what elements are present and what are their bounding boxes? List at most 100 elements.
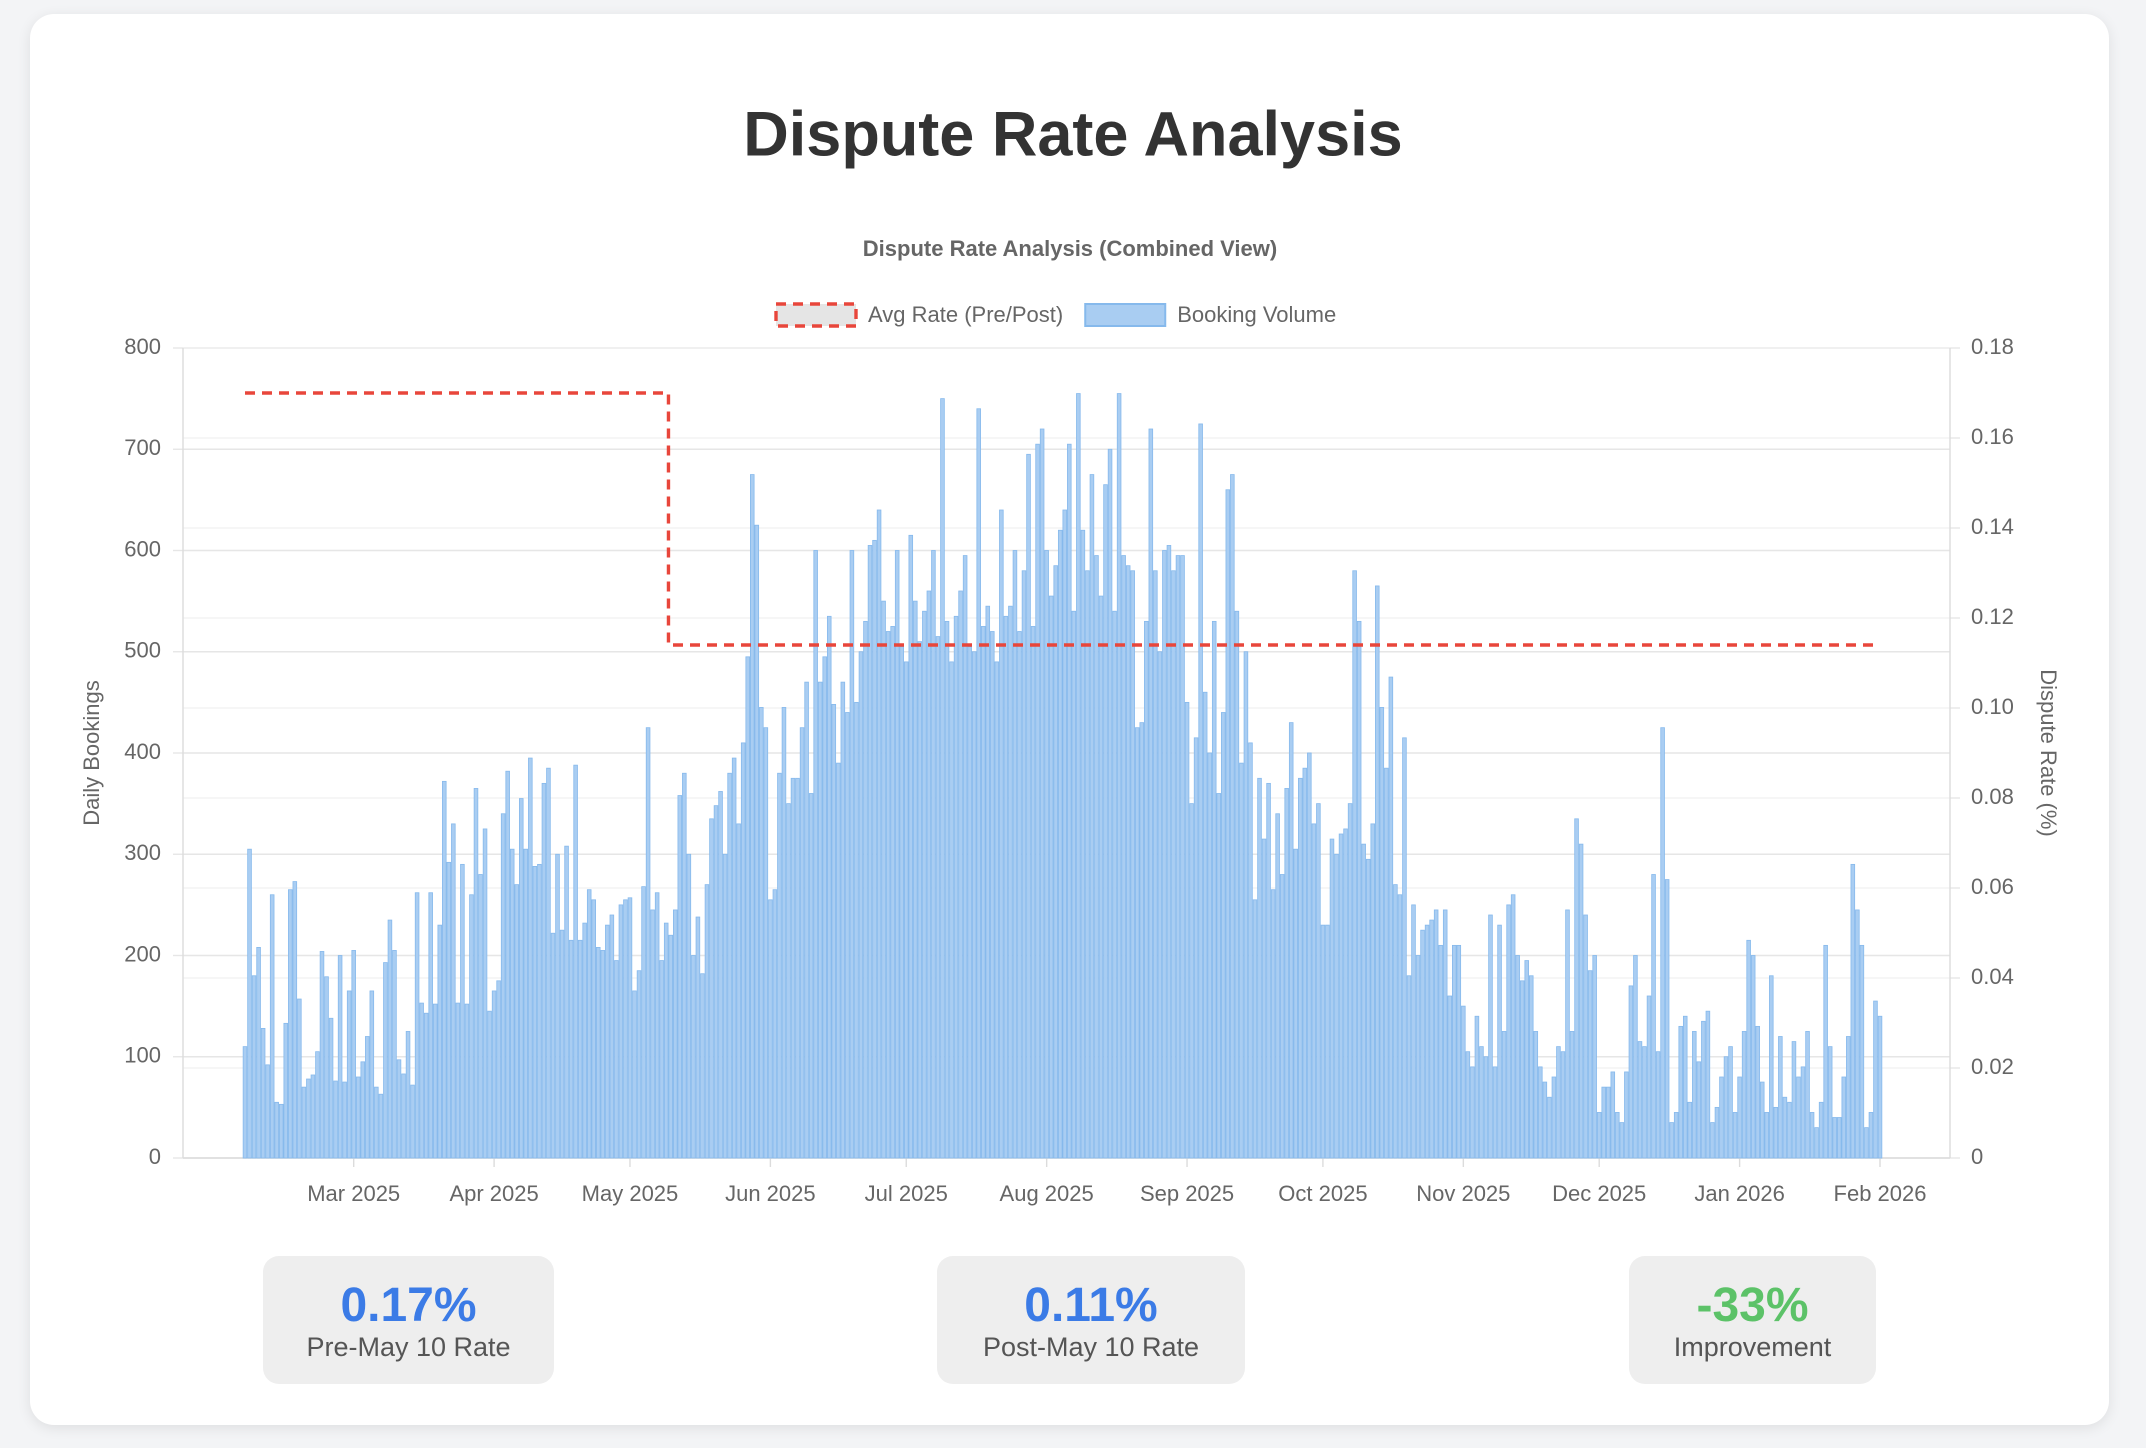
bar (1818, 1101, 1824, 1159)
bar (1488, 914, 1493, 1159)
bar (1628, 985, 1634, 1159)
bar (1592, 955, 1597, 1159)
bar (265, 1064, 270, 1159)
bar (337, 955, 343, 1159)
bar (1610, 1071, 1616, 1159)
bar (1252, 899, 1258, 1159)
stat-value: 0.11% (1024, 1279, 1158, 1332)
bar (532, 866, 538, 1159)
bar (478, 874, 483, 1159)
bar (419, 1002, 424, 1159)
bar (1057, 529, 1063, 1159)
bar (926, 590, 932, 1159)
y-tick-label: 700 (124, 435, 161, 460)
bar (410, 1084, 415, 1159)
bar (1542, 1081, 1548, 1159)
bar (432, 1003, 438, 1159)
bar (817, 681, 823, 1159)
bar (1402, 737, 1407, 1159)
bar (1601, 1086, 1606, 1159)
bar (1447, 995, 1452, 1159)
bar (682, 772, 687, 1159)
bar (1868, 1112, 1874, 1159)
stat-card: -33% Improvement (1629, 1256, 1876, 1384)
bar (1836, 1117, 1842, 1159)
bar (1456, 944, 1462, 1159)
bar (722, 853, 728, 1159)
bar (704, 884, 710, 1159)
bar (1230, 474, 1235, 1159)
bar (1547, 1096, 1552, 1159)
bar (1651, 874, 1656, 1159)
bar (396, 1059, 402, 1159)
bar (1701, 1020, 1706, 1159)
bar (673, 909, 678, 1159)
bar (881, 600, 886, 1159)
bar (1687, 1101, 1693, 1159)
bar (763, 727, 769, 1159)
bar (1782, 1096, 1788, 1159)
bar (691, 955, 696, 1159)
bar (564, 845, 569, 1159)
stat-label: Improvement (1673, 1332, 1832, 1362)
bar (1071, 610, 1077, 1159)
bar (1710, 1122, 1715, 1159)
bar (750, 474, 755, 1159)
bar (1298, 777, 1303, 1159)
bar (614, 960, 619, 1159)
stat-card: 0.17% Pre-May 10 Rate (263, 1256, 554, 1384)
bar (867, 545, 873, 1159)
bar (1189, 803, 1194, 1159)
bar (1107, 448, 1113, 1159)
bar (1510, 894, 1516, 1159)
bar (1153, 570, 1158, 1159)
bar (885, 631, 891, 1159)
bar (922, 610, 927, 1159)
bar (813, 550, 818, 1159)
bar (1257, 777, 1262, 1159)
bar (1660, 727, 1665, 1159)
bar (577, 939, 583, 1159)
bar (1316, 803, 1321, 1159)
bar (1148, 428, 1154, 1159)
bar (985, 605, 991, 1159)
bar (876, 509, 882, 1159)
bar (251, 975, 257, 1159)
bar (786, 803, 791, 1159)
bar (1320, 924, 1326, 1159)
bar (1112, 610, 1117, 1159)
bar (568, 939, 574, 1159)
bar (949, 661, 954, 1159)
bar (1501, 1031, 1507, 1159)
bar (971, 651, 977, 1159)
bar (1207, 752, 1212, 1159)
bar (1307, 752, 1312, 1159)
legend-swatch (1084, 303, 1167, 327)
bar (967, 646, 972, 1159)
bar (1461, 1005, 1466, 1159)
bar (1388, 676, 1394, 1159)
bar (1012, 550, 1018, 1159)
bar (482, 828, 488, 1159)
bar (1361, 843, 1366, 1159)
bar (840, 681, 846, 1159)
bar (826, 615, 832, 1159)
bar (360, 1061, 366, 1159)
bar (935, 636, 941, 1159)
bar (310, 1074, 316, 1159)
bar (990, 631, 995, 1159)
bar (1184, 701, 1190, 1159)
y2-tick-label: 0 (1971, 1144, 1983, 1169)
bar (1673, 1112, 1679, 1159)
bar (795, 777, 800, 1159)
bar (1859, 944, 1865, 1159)
bar (1442, 909, 1448, 1159)
bar (1202, 691, 1208, 1159)
bar (1605, 1086, 1611, 1159)
bar (460, 863, 465, 1159)
bar (1216, 793, 1222, 1159)
bar (1243, 651, 1249, 1159)
bar (1329, 838, 1335, 1159)
bar (1438, 944, 1443, 1159)
bar (1325, 924, 1330, 1159)
